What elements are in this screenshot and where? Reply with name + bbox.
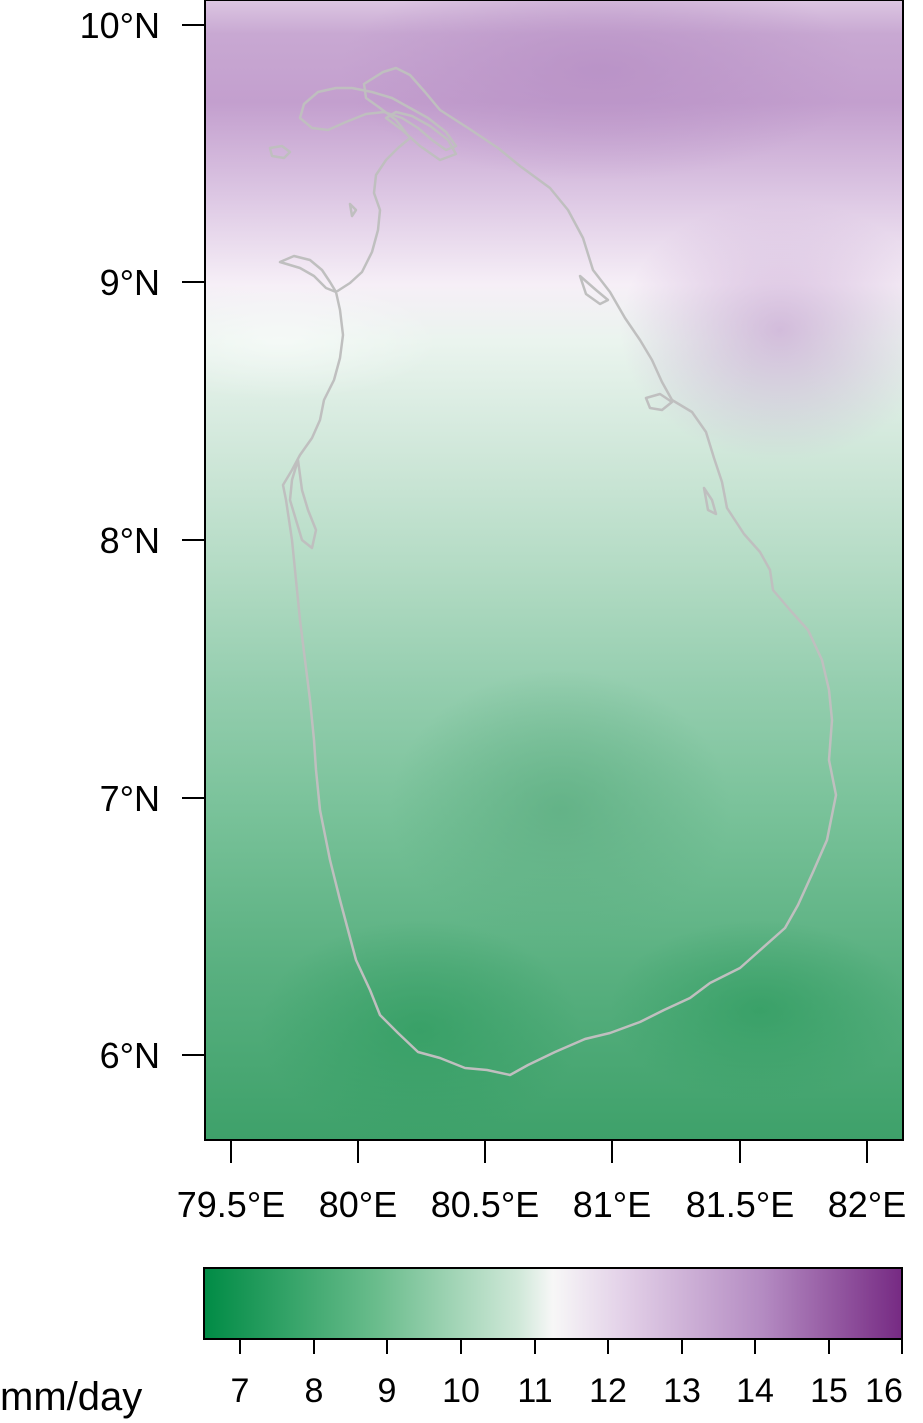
- coastline-east-inlet-2: [644, 392, 674, 412]
- colorbar-tick-label: 9: [378, 1372, 397, 1410]
- precipitation-field: [205, 0, 903, 1140]
- longitude-tick-label: 80.5°E: [431, 1184, 539, 1225]
- colorbar-tick-label: 12: [589, 1372, 627, 1410]
- colorbar-tick-label: 16: [865, 1372, 903, 1410]
- colorbar-unit-label: mm/day: [0, 1375, 142, 1419]
- map-panel-frame: [204, 0, 904, 1141]
- latitude-tick-label: 9°N: [100, 262, 160, 303]
- latitude-axis: [182, 24, 205, 1056]
- longitude-tick-label: 81°E: [573, 1184, 651, 1225]
- coastline-lagoon: [384, 110, 458, 162]
- coastline-east-inlet-1: [578, 274, 610, 306]
- colorbar-tick-label: 10: [442, 1372, 480, 1410]
- colorbar-tick-label: 8: [305, 1372, 324, 1410]
- colorbar-tick-label: 13: [663, 1372, 701, 1410]
- coastline: [268, 66, 838, 1077]
- longitude-tick-label: 82°E: [828, 1184, 906, 1225]
- latitude-tick-label: 6°N: [100, 1035, 160, 1076]
- coastline-jaffna-peninsula: [298, 86, 458, 152]
- colorbar-tick-label: 11: [517, 1372, 552, 1410]
- coastline-delft-islet: [348, 202, 358, 218]
- coastline-east-inlet-3: [702, 486, 718, 516]
- coastline-main-island: [281, 66, 838, 1077]
- longitude-tick-label: 79.5°E: [177, 1184, 285, 1225]
- colorbar-axis: [204, 1338, 903, 1354]
- latitude-tick-label: 8°N: [100, 520, 160, 561]
- latitude-tick-label: 7°N: [100, 778, 160, 819]
- colorbar-tick-label: 14: [736, 1372, 774, 1410]
- coastline-mannar-spit: [278, 254, 338, 294]
- longitude-axis: [230, 1140, 868, 1163]
- colorbar-tick-label: 7: [231, 1372, 250, 1410]
- longitude-tick-label: 80°E: [319, 1184, 397, 1225]
- latitude-tick-label: 10°N: [80, 5, 160, 46]
- coastline-northern-islet: [268, 144, 292, 160]
- longitude-tick-label: 81.5°E: [686, 1184, 794, 1225]
- coastline-kalpitiya: [288, 458, 318, 550]
- colorbar-tick-label: 15: [810, 1372, 848, 1410]
- colorbar: [203, 1267, 903, 1340]
